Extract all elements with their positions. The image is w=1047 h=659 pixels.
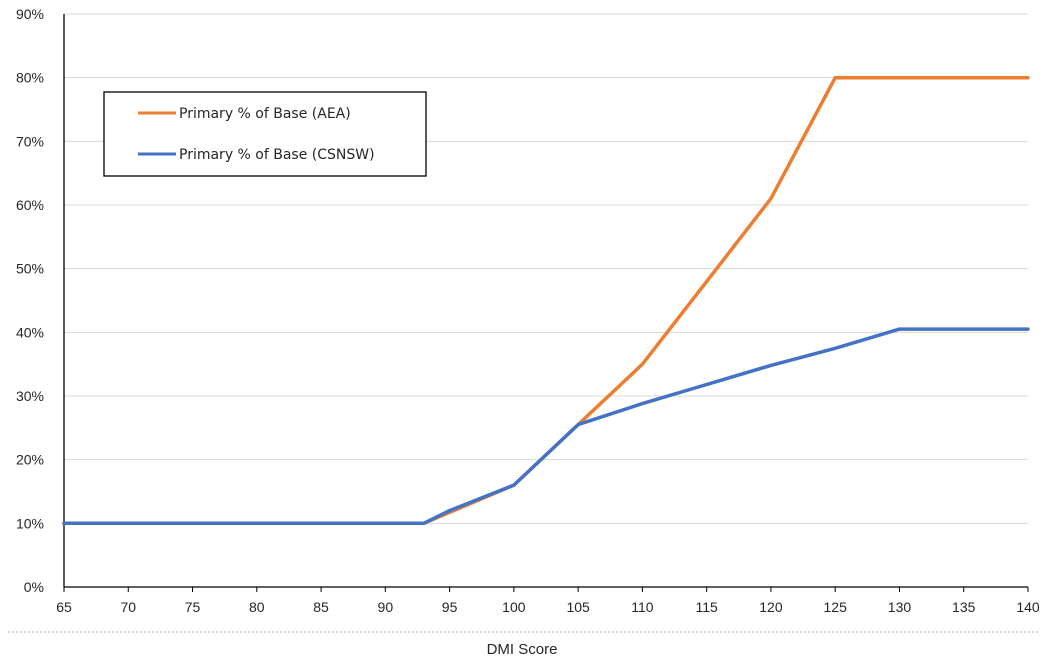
x-tick-label: 130 — [888, 599, 912, 615]
x-tick-label: 105 — [566, 599, 590, 615]
x-tick-label: 110 — [631, 599, 654, 615]
x-tick-label: 120 — [759, 599, 783, 615]
legend-label-aea: Primary % of Base (AEA) — [179, 106, 351, 122]
y-tick-label: 20% — [16, 452, 44, 468]
y-tick-label: 30% — [16, 388, 44, 404]
x-tick-label: 85 — [313, 599, 329, 615]
x-tick-label: 125 — [824, 599, 848, 615]
series-line-csnsw — [64, 329, 1028, 523]
x-tick-labels: 65 70 75 80 85 90 95 100 105 110 115 120 125 130 135 14… — [56, 599, 1040, 615]
x-tick-label: 75 — [185, 599, 201, 615]
x-tick-label: 70 — [120, 599, 136, 615]
y-tick-labels: 0% 10% 20% 30% 40% 50% 60% 70% 80% 90% — [16, 6, 44, 595]
x-tick-label: 95 — [442, 599, 458, 615]
y-tick-label: 0% — [24, 579, 44, 595]
y-tick-label: 10% — [16, 515, 44, 531]
x-tick-label: 65 — [56, 599, 72, 615]
x-tick-label: 135 — [952, 599, 976, 615]
legend: Primary % of Base (AEA) Primary % of Bas… — [104, 92, 426, 176]
x-tick-label: 140 — [1016, 599, 1040, 615]
y-tick-label: 80% — [16, 70, 44, 86]
y-tick-label: 40% — [16, 324, 44, 340]
x-axis-title: DMI Score — [487, 641, 558, 658]
y-tick-label: 60% — [16, 197, 44, 213]
x-tick-label: 90 — [378, 599, 394, 615]
y-tick-label: 90% — [16, 6, 44, 22]
x-tick-label: 115 — [696, 599, 719, 615]
legend-box — [104, 92, 426, 176]
grid-lines — [64, 14, 1028, 523]
x-tick-label: 100 — [502, 599, 526, 615]
y-tick-label: 70% — [16, 133, 44, 149]
x-tick-marks — [64, 587, 1028, 592]
legend-label-csnsw: Primary % of Base (CSNSW) — [179, 147, 375, 163]
x-tick-label: 80 — [249, 599, 265, 615]
y-tick-label: 50% — [16, 261, 44, 277]
